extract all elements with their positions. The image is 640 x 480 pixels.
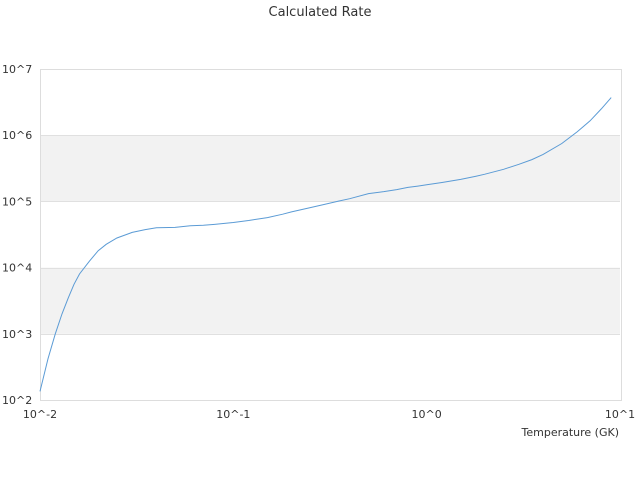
grid-band (40, 135, 620, 202)
y-tick-label: 10^5 (2, 195, 32, 208)
x-axis-label: Temperature (GK) (521, 426, 620, 439)
y-tick-label: 10^6 (2, 129, 32, 142)
grid-band (40, 267, 620, 334)
chart-title: Calculated Rate (269, 5, 372, 20)
x-tick-label: 10^-2 (23, 408, 57, 421)
y-tick-label: 10^7 (2, 63, 32, 76)
y-tick-label: 10^3 (2, 328, 32, 341)
y-tick-label: 10^2 (2, 394, 32, 407)
grid-lines (40, 69, 620, 401)
y-tick-label: 10^4 (2, 262, 32, 275)
x-tick-label: 10^-1 (216, 408, 250, 421)
series-group (39, 97, 612, 392)
grid-bands (40, 135, 620, 334)
x-axis-ticks: 10^-2 10^-1 10^0 10^1 (23, 408, 635, 421)
x-tick-label: 10^1 (605, 408, 635, 421)
series-line (39, 97, 612, 392)
y-axis-ticks: 10^2 10^3 10^4 10^5 10^6 10^7 (2, 63, 32, 407)
plot-area-frame (40, 69, 622, 401)
x-tick-label: 10^0 (412, 408, 442, 421)
